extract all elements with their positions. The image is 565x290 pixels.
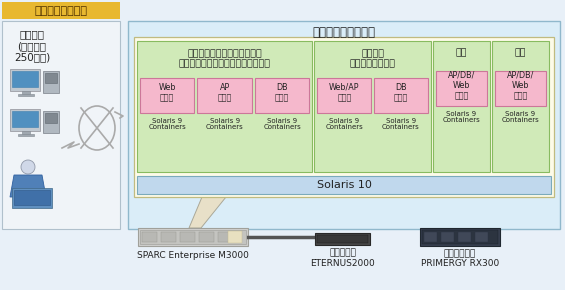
Text: SPARC Enterprise M3000: SPARC Enterprise M3000: [137, 251, 249, 260]
Bar: [433, 41, 490, 172]
Bar: [420, 228, 500, 246]
Text: 検証: 検証: [515, 48, 526, 57]
Text: ETERNUS2000: ETERNUS2000: [310, 258, 375, 267]
Text: Solaris 9
Containers: Solaris 9 Containers: [502, 110, 540, 123]
Text: 日野自動車株式会社: 日野自動車株式会社: [312, 26, 376, 39]
Bar: [255, 78, 310, 113]
Text: メールサーバ: メールサーバ: [444, 249, 476, 258]
Bar: [137, 41, 312, 172]
Bar: [161, 232, 176, 242]
Bar: [422, 230, 498, 244]
Bar: [424, 232, 437, 242]
Text: Web/AP
サーバ: Web/AP サーバ: [329, 83, 359, 102]
Text: 営業支援システム: 営業支援システム: [34, 6, 88, 16]
Bar: [2, 2, 120, 19]
Bar: [43, 71, 59, 93]
Bar: [140, 78, 194, 113]
Text: Solaris 9
Containers: Solaris 9 Containers: [382, 118, 420, 130]
Bar: [495, 71, 546, 106]
Text: DB
サーバ: DB サーバ: [394, 83, 408, 102]
Text: AP/DB/
Web
サーバ: AP/DB/ Web サーバ: [507, 71, 534, 100]
Bar: [138, 228, 248, 246]
Bar: [458, 232, 471, 242]
Polygon shape: [10, 175, 46, 197]
Text: AP
サーバ: AP サーバ: [218, 83, 232, 102]
Text: Solaris 9
Containers: Solaris 9 Containers: [325, 118, 363, 130]
Text: ストレージ: ストレージ: [329, 249, 356, 258]
Polygon shape: [189, 197, 226, 228]
Bar: [137, 176, 551, 194]
Bar: [10, 109, 40, 131]
Bar: [198, 78, 252, 113]
Text: Web
サーバ: Web サーバ: [159, 83, 176, 102]
Text: Solaris 9
Containers: Solaris 9 Containers: [149, 118, 186, 130]
Bar: [12, 188, 52, 208]
Circle shape: [21, 160, 35, 174]
Bar: [128, 21, 560, 229]
Text: Solaris 9
Containers: Solaris 9 Containers: [263, 118, 301, 130]
Text: 開発: 開発: [455, 48, 467, 57]
Bar: [140, 230, 246, 244]
Text: Solaris 9
Containers: Solaris 9 Containers: [442, 110, 480, 123]
Bar: [22, 131, 30, 134]
Text: Solaris 10: Solaris 10: [316, 180, 371, 190]
Bar: [218, 232, 233, 242]
Bar: [12, 71, 38, 87]
Bar: [180, 232, 195, 242]
Bar: [492, 41, 549, 172]
Bar: [436, 71, 487, 106]
Bar: [22, 91, 30, 94]
Bar: [318, 78, 371, 113]
Bar: [315, 233, 370, 245]
Bar: [228, 231, 242, 243]
Text: トラックチョイスシステム、
バス見積支援システム、シャシなび: トラックチョイスシステム、 バス見積支援システム、シャシなび: [179, 49, 271, 69]
Text: AP/DB/
Web
サーバ: AP/DB/ Web サーバ: [447, 71, 475, 100]
Text: 250拠点): 250拠点): [14, 52, 50, 62]
Bar: [45, 113, 57, 123]
Bar: [2, 21, 120, 229]
Bar: [315, 41, 431, 172]
Bar: [10, 69, 40, 91]
Text: 上物架装
見積支援システム: 上物架装 見積支援システム: [350, 49, 396, 69]
Bar: [199, 232, 214, 242]
Bar: [374, 78, 428, 113]
Text: Solaris 9
Containers: Solaris 9 Containers: [206, 118, 244, 130]
Text: PRIMERGY RX300: PRIMERGY RX300: [421, 260, 499, 269]
Bar: [441, 232, 454, 242]
Bar: [18, 134, 34, 136]
Bar: [475, 232, 488, 242]
Bar: [142, 232, 157, 242]
Bar: [45, 73, 57, 83]
Bar: [14, 190, 50, 205]
Text: 販売会社: 販売会社: [20, 29, 45, 39]
Bar: [18, 94, 34, 96]
Bar: [317, 235, 368, 243]
Bar: [12, 111, 38, 127]
Text: (４０数社: (４０数社: [18, 41, 46, 51]
Bar: [134, 37, 554, 197]
Bar: [43, 111, 59, 133]
Text: DB
サーバ: DB サーバ: [275, 83, 289, 102]
